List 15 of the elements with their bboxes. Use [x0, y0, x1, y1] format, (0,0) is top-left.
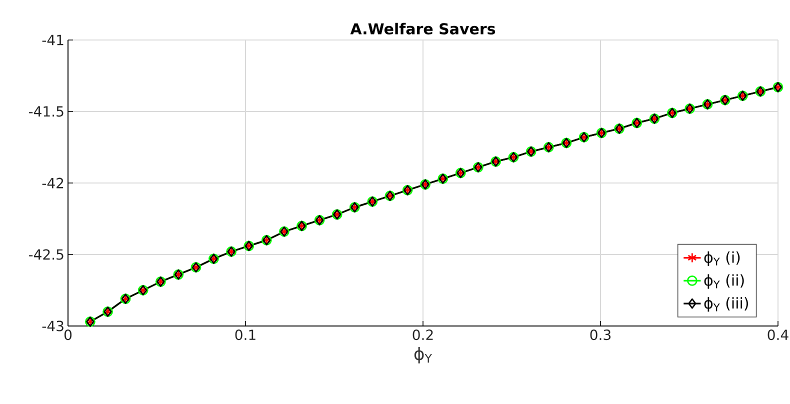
y-tick-label: -43 — [42, 320, 64, 332]
x-tick-label: 0.1 — [235, 330, 256, 340]
y-tick-label: -42.5 — [28, 249, 64, 260]
legend-label: ϕ$_{Y}$ (i) — [704, 251, 740, 266]
x-tick-label: 0.2 — [412, 330, 433, 340]
x-axis-title: ϕ$_{Y}$ — [414, 346, 432, 364]
x-tick-label: 0.3 — [590, 330, 611, 340]
legend-label: ϕ$_{Y}$ (ii) — [704, 274, 744, 289]
y-tick-label: -41 — [42, 34, 64, 46]
x-tick-label: 0.4 — [768, 330, 788, 340]
legend-label: ϕ$_{Y}$ (iii) — [704, 297, 748, 312]
y-tick-label: -42 — [42, 178, 64, 188]
x-tick-label: 0 — [64, 330, 72, 340]
chart-title: A.Welfare Savers — [350, 22, 496, 34]
y-tick-label: -41.5 — [28, 106, 64, 117]
